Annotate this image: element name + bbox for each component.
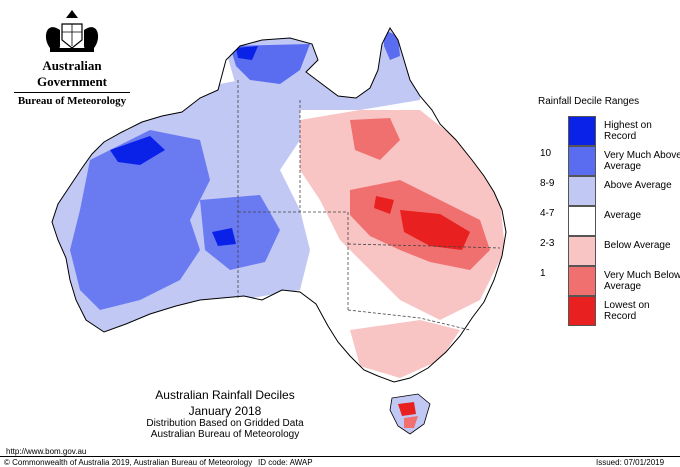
legend-range: 4-7 xyxy=(540,208,555,219)
legend-swatch xyxy=(568,266,596,296)
legend-swatch xyxy=(568,146,596,176)
lowest-on-record-region xyxy=(400,210,470,250)
highest-on-record-region-2 xyxy=(212,228,236,246)
very-much-above-region-centre xyxy=(200,195,280,270)
highest-on-record-region-3 xyxy=(236,46,258,60)
very-much-below-region-north xyxy=(350,118,400,160)
legend-label: Highest on Record xyxy=(604,120,652,142)
mainland xyxy=(51,27,507,383)
legend-label: Below Average xyxy=(604,240,671,251)
state-borders xyxy=(237,80,501,331)
coat-of-arms-icon xyxy=(45,10,99,52)
legend-range: 10 xyxy=(540,148,552,159)
government-logo: Australian Government Bureau of Meteorol… xyxy=(8,56,136,107)
legend-swatch xyxy=(568,236,596,266)
legend-label: Above Average xyxy=(604,180,672,191)
legend-label: Very Much Above Average xyxy=(604,150,680,172)
legend-range: 1 xyxy=(540,268,546,279)
tasmania xyxy=(389,393,431,435)
legend-swatch xyxy=(568,116,596,146)
id-code: ID code: AWAP xyxy=(258,458,313,467)
map-period: January 2018 xyxy=(188,404,262,418)
website-url: http://www.bom.gov.au xyxy=(6,447,87,456)
map-title: Australian Rainfall Deciles xyxy=(155,388,295,402)
legend-range: 2-3 xyxy=(540,238,555,249)
highest-on-record-region xyxy=(110,136,165,165)
legend-label: Average xyxy=(604,210,642,221)
copyright-text: © Commonwealth of Australia 2019, Austra… xyxy=(4,458,253,467)
map-caption: Australian Rainfall Deciles January 2018… xyxy=(140,388,310,440)
government-name: Australian Government xyxy=(36,58,108,89)
legend-swatch xyxy=(568,296,596,326)
legend-label: Lowest on Record xyxy=(604,300,650,322)
footer-divider xyxy=(0,456,680,457)
legend-title: Rainfall Decile Ranges xyxy=(538,96,640,107)
legend-swatch xyxy=(568,206,596,236)
map-note-distribution: Distribution Based on Gridded Data xyxy=(146,418,304,429)
legend-label: Very Much Below Average xyxy=(604,270,680,292)
below-average-region-southeast xyxy=(350,320,460,378)
very-much-above-region-wa xyxy=(70,130,210,310)
map-note-source: Australian Bureau of Meteorology xyxy=(150,429,300,440)
legend-range: 8-9 xyxy=(540,178,555,189)
lowest-on-record-region-2 xyxy=(374,196,394,214)
legend-swatch xyxy=(568,176,596,206)
issued-date: Issued: 07/01/2019 xyxy=(596,458,665,467)
bureau-name: Bureau of Meteorology xyxy=(14,92,130,107)
